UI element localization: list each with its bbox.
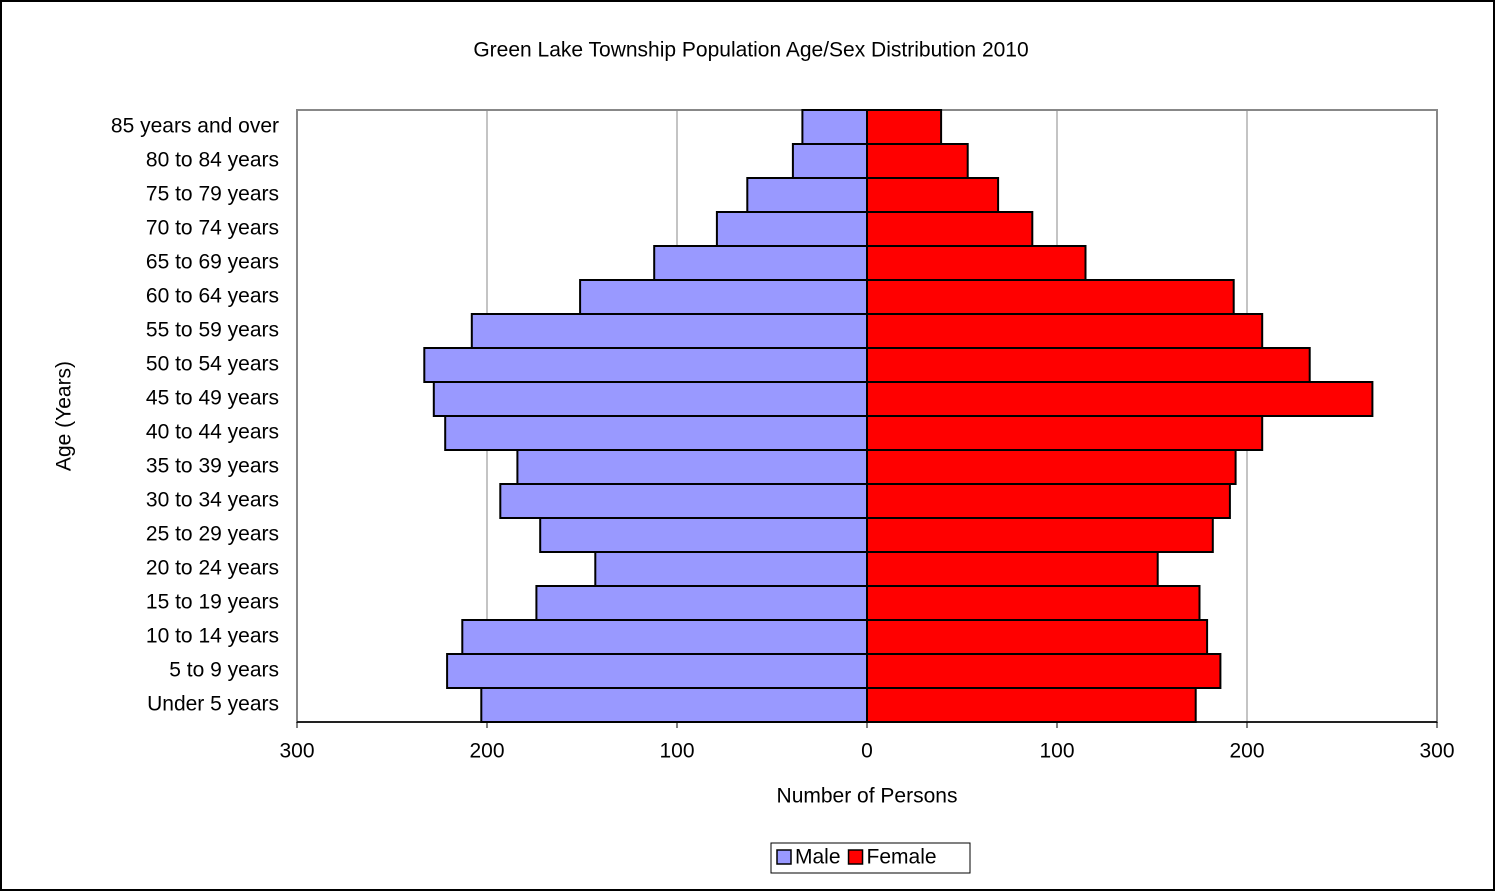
x-tick-label: 300 <box>279 740 314 763</box>
y-axis-label: Age (Years) <box>53 361 76 471</box>
y-tick-label: 60 to 64 years <box>146 285 279 308</box>
y-tick-label: 20 to 24 years <box>146 557 279 580</box>
y-tick-label: 45 to 49 years <box>146 387 279 410</box>
bar <box>461 619 868 655</box>
y-tick-label: 25 to 29 years <box>146 523 279 546</box>
bar <box>866 109 943 145</box>
chart-title: Green Lake Township Population Age/Sex D… <box>473 39 1028 62</box>
bar <box>446 653 868 689</box>
y-tick-label: 75 to 79 years <box>146 183 279 206</box>
x-tick-label: 0 <box>861 740 873 763</box>
bar <box>432 381 868 417</box>
y-tick-label: 15 to 19 years <box>146 591 279 614</box>
bar <box>801 109 869 145</box>
y-tick-label: 80 to 84 years <box>146 149 279 172</box>
bar <box>866 483 1231 519</box>
bar <box>866 177 1000 213</box>
bar <box>470 313 868 349</box>
bar <box>715 211 869 247</box>
bar <box>746 177 868 213</box>
legend-swatch <box>847 849 864 865</box>
bar <box>866 415 1264 451</box>
x-tick-label: 200 <box>469 740 504 763</box>
x-tick-label: 100 <box>659 740 694 763</box>
legend-label: Female <box>867 846 937 869</box>
bar <box>791 143 869 179</box>
bar <box>653 245 869 281</box>
bar <box>499 483 868 519</box>
bar <box>866 313 1264 349</box>
y-tick-label: 35 to 39 years <box>146 455 279 478</box>
y-tick-label: Under 5 years <box>147 693 279 716</box>
y-tick-label: 40 to 44 years <box>146 421 279 444</box>
legend-label: Male <box>795 846 841 869</box>
bar <box>444 415 868 451</box>
bar <box>539 517 868 553</box>
bar <box>535 585 869 621</box>
bar <box>866 245 1087 281</box>
bar <box>866 619 1209 655</box>
y-tick-label: 50 to 54 years <box>146 353 279 376</box>
bar <box>866 211 1034 247</box>
legend-swatch <box>776 849 792 865</box>
y-tick-label: 65 to 69 years <box>146 251 279 274</box>
y-tick-label: 5 to 9 years <box>169 659 279 682</box>
bar <box>480 687 868 723</box>
bar <box>516 449 869 485</box>
y-tick-label: 30 to 34 years <box>146 489 279 512</box>
y-tick-label: 10 to 14 years <box>146 625 279 648</box>
bar <box>423 347 868 383</box>
x-tick-label: 100 <box>1039 740 1074 763</box>
bar <box>594 551 868 587</box>
x-axis-label: Number of Persons <box>777 785 958 808</box>
bar <box>866 551 1159 587</box>
x-tick-label: 300 <box>1419 740 1454 763</box>
bar <box>866 143 969 179</box>
bar <box>866 449 1237 485</box>
bar <box>866 517 1214 553</box>
bar <box>866 585 1201 621</box>
bar <box>866 347 1311 383</box>
legend-box <box>770 842 971 874</box>
y-tick-label: 55 to 59 years <box>146 319 279 342</box>
bar <box>866 381 1374 417</box>
y-tick-label: 85 years and over <box>111 115 279 138</box>
y-tick-label: 70 to 74 years <box>146 217 279 240</box>
bar <box>579 279 868 315</box>
bar <box>866 653 1222 689</box>
bar <box>866 279 1235 315</box>
bar <box>866 687 1197 723</box>
x-tick-label: 200 <box>1229 740 1264 763</box>
